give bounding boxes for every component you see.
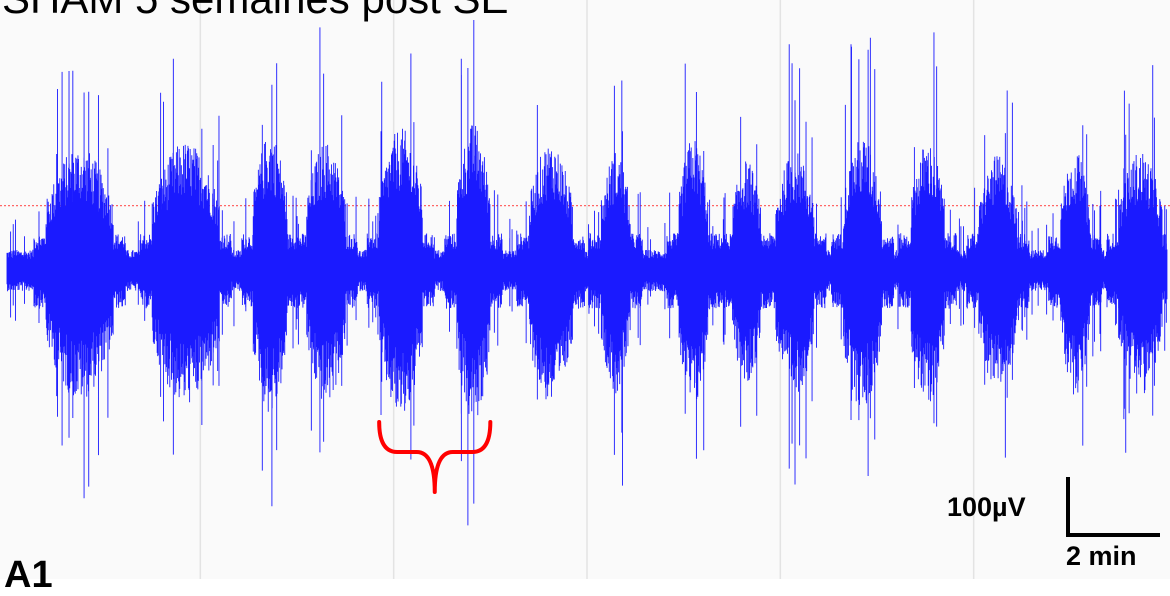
burst-bracket: [377, 420, 493, 494]
panel-label: A1: [4, 554, 53, 596]
scale-bar-time-label: 2 min: [1066, 541, 1137, 571]
figure-title: SHAM 5 semaines post SE: [2, 0, 509, 20]
eeg-chart: [0, 0, 1170, 579]
scale-bar-amplitude-label: 100µV: [947, 492, 1026, 522]
scale-bar: [1066, 477, 1160, 537]
eeg-signal-path: [6, 20, 1168, 526]
eeg-trace: [6, 20, 1168, 526]
bracket-path: [377, 420, 493, 494]
